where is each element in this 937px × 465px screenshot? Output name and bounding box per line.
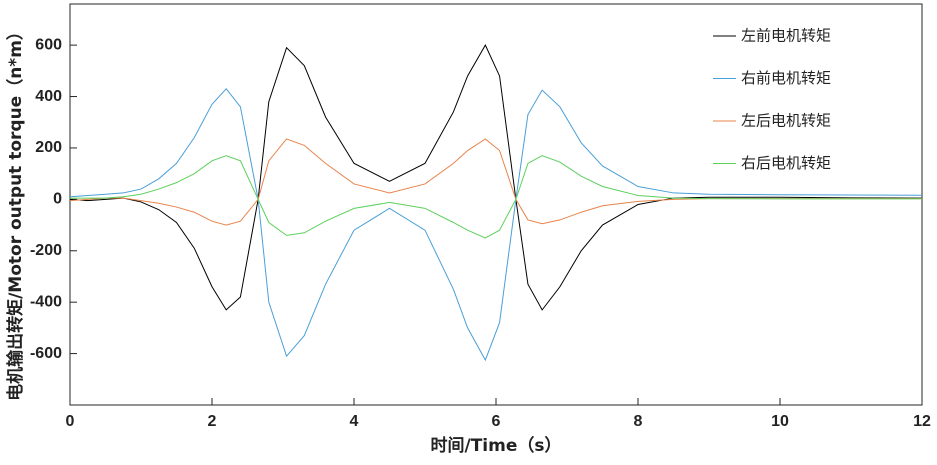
- legend-label: 左前电机转矩: [741, 27, 831, 45]
- y-tick-label: -200: [30, 242, 62, 259]
- x-tick-label: 8: [634, 413, 643, 430]
- y-tick-label: -400: [30, 293, 62, 310]
- x-axis-label: 时间/Time（s）: [431, 435, 562, 456]
- y-tick-label: 600: [35, 36, 62, 53]
- plot-frame: [69, 3, 923, 406]
- y-axis-label: 电机输出转矩/Motor output torque（n*m）: [5, 23, 26, 401]
- series-line: [69, 44, 923, 311]
- x-tick-label: 12: [913, 413, 931, 430]
- y-tick-label: 0: [53, 191, 62, 208]
- series-line: [69, 138, 922, 226]
- x-tick-label: 6: [492, 413, 501, 430]
- legend-label: 左后电机转矩: [741, 112, 831, 130]
- y-tick-label: 400: [35, 88, 62, 105]
- legend-label: 右前电机转矩: [741, 69, 831, 87]
- y-tick-label: 200: [35, 139, 62, 156]
- x-tick-label: 10: [771, 413, 789, 430]
- y-tick-label: -600: [30, 345, 62, 362]
- x-tick-label: 2: [208, 413, 217, 430]
- x-tick-label: 4: [350, 413, 359, 430]
- x-tick-label: 0: [66, 413, 75, 430]
- series-line: [69, 88, 923, 362]
- series-line: [70, 155, 922, 239]
- legend-label: 右后电机转矩: [741, 154, 831, 172]
